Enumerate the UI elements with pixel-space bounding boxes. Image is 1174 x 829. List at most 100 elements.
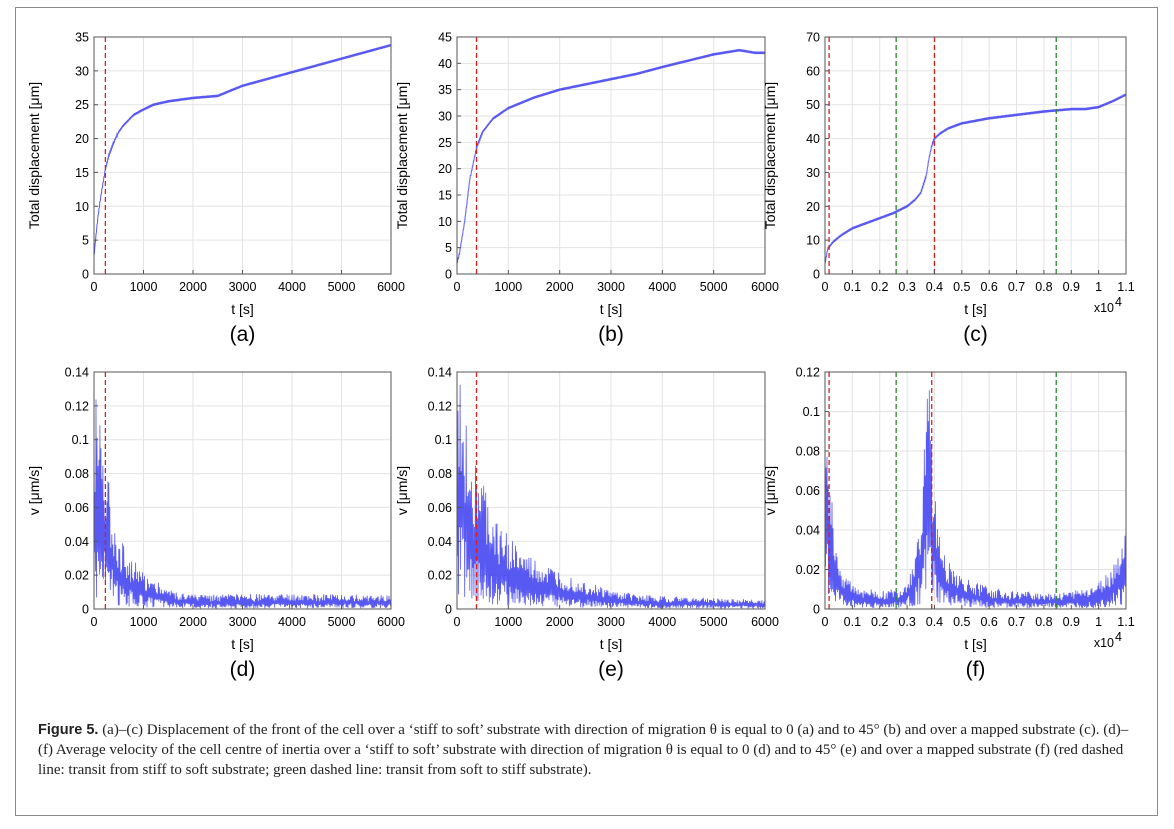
x-tick-label: 0.4: [926, 615, 943, 629]
x-tick-label: 0.3: [898, 280, 915, 294]
x-tick-label: 1.1: [1117, 280, 1134, 294]
figure-caption: Figure 5. (a)–(c) Displacement of the fr…: [38, 720, 1138, 780]
y-tick-label: 30: [806, 166, 820, 180]
x-tick-label: 0.5: [953, 615, 970, 629]
x-tick-label: 0.9: [1063, 615, 1080, 629]
x-tick-label: 1000: [494, 615, 522, 629]
y-tick-label: 0.1: [72, 433, 89, 447]
y-tick-label: 60: [806, 64, 820, 78]
x-axis-label: t [s]: [600, 636, 623, 652]
y-tick-label: 0.04: [796, 524, 820, 538]
y-tick-label: 40: [806, 132, 820, 146]
y-tick-label: 0.02: [65, 569, 89, 583]
x-tick-label: 0: [822, 615, 829, 629]
data-series-line: [824, 93, 1127, 264]
data-series-line: [93, 43, 392, 256]
y-tick-label: 0: [813, 603, 820, 617]
x-axis-multiplier-exponent: 4: [1115, 630, 1122, 644]
y-tick-label: 10: [75, 200, 89, 214]
x-tick-label: 3000: [229, 280, 257, 294]
x-tick-label: 0.8: [1035, 615, 1052, 629]
x-tick-label: 6000: [751, 615, 779, 629]
y-tick-label: 5: [445, 241, 452, 255]
x-tick-label: 0.6: [980, 280, 997, 294]
y-axis-label: v [μm/s]: [762, 466, 778, 515]
x-axis-label: t [s]: [964, 301, 987, 317]
x-tick-label: 5000: [328, 280, 356, 294]
x-tick-label: 0.7: [1008, 615, 1025, 629]
x-axis-label: t [s]: [231, 301, 254, 317]
x-tick-label: 6000: [751, 280, 779, 294]
x-tick-label: 1: [1095, 280, 1102, 294]
y-axis-label: Total displacement [μm]: [26, 82, 42, 229]
x-tick-label: 1000: [130, 280, 158, 294]
y-tick-label: 0.04: [428, 535, 452, 549]
y-tick-label: 70: [806, 31, 820, 45]
y-axis-label: v [μm/s]: [26, 466, 42, 515]
x-tick-label: 0: [91, 615, 98, 629]
x-tick-label: 0.4: [926, 280, 943, 294]
y-tick-label: 0.02: [796, 563, 820, 577]
y-tick-label: 20: [438, 162, 452, 176]
y-tick-label: 0.08: [796, 445, 820, 459]
chart-panel-2: 0 1000 2000 3000 4000 5000 6000 0 5 10 15 20 25 30 35 4…: [394, 31, 779, 347]
axes-box: [824, 36, 1127, 275]
y-tick-label: 25: [438, 136, 452, 150]
y-tick-label: 0.1: [435, 433, 452, 447]
y-tick-label: 50: [806, 98, 820, 112]
x-axis-label: t [s]: [600, 301, 623, 317]
y-tick-label: 35: [438, 83, 452, 97]
x-tick-label: 4000: [648, 280, 676, 294]
panel-label: (f): [966, 658, 986, 681]
chart-panel-3: 0 0.1 0.2 0.3 0.4 0.5 0.6 0.7 0.8 0.9 1 1.1 0 10 20 30 4…: [762, 31, 1135, 347]
y-tick-label: 10: [806, 234, 820, 248]
x-tick-label: 0.2: [871, 615, 888, 629]
caption-text: (a)–(c) Displacement of the front of the…: [38, 722, 1129, 778]
x-axis-multiplier: x10: [1094, 301, 1114, 315]
x-tick-label: 0: [91, 280, 98, 294]
y-tick-label: 5: [82, 234, 89, 248]
x-tick-label: 1000: [494, 280, 522, 294]
chart-panel-6: 0 0.1 0.2 0.3 0.4 0.5 0.6 0.7 0.8 0.9 1 1.1 0 0.02 0.0…: [762, 366, 1135, 682]
x-tick-label: 0: [822, 280, 829, 294]
x-tick-label: 0.9: [1063, 280, 1080, 294]
x-axis-label: t [s]: [964, 636, 987, 652]
y-tick-label: 45: [438, 31, 452, 45]
y-tick-label: 30: [75, 64, 89, 78]
x-tick-label: 5000: [328, 615, 356, 629]
x-tick-label: 1.1: [1117, 615, 1134, 629]
y-axis-label: v [μm/s]: [394, 466, 410, 515]
x-tick-label: 1: [1095, 615, 1102, 629]
x-tick-label: 0.3: [898, 615, 915, 629]
data-series-line: [456, 384, 766, 609]
x-tick-label: 2000: [546, 280, 574, 294]
x-tick-label: 0: [454, 615, 461, 629]
x-tick-label: 0.8: [1035, 280, 1052, 294]
y-tick-label: 0.14: [428, 366, 452, 380]
y-tick-label: 20: [75, 132, 89, 146]
x-tick-label: 3000: [597, 280, 625, 294]
x-tick-label: 0.6: [980, 615, 997, 629]
x-axis-multiplier-exponent: 4: [1115, 295, 1122, 309]
x-axis-multiplier: x10: [1094, 636, 1114, 650]
x-tick-label: 0.7: [1008, 280, 1025, 294]
y-tick-label: 0.14: [65, 366, 89, 380]
y-tick-label: 0: [82, 603, 89, 617]
y-tick-label: 25: [75, 98, 89, 112]
x-tick-label: 2000: [179, 280, 207, 294]
x-tick-label: 0.1: [844, 615, 861, 629]
y-tick-label: 0.06: [796, 484, 820, 498]
y-axis-label: Total displacement [μm]: [394, 82, 410, 229]
x-tick-label: 2000: [546, 615, 574, 629]
x-tick-label: 4000: [648, 615, 676, 629]
panel-label: (e): [598, 658, 624, 681]
x-axis-label: t [s]: [231, 636, 254, 652]
data-series-line: [824, 390, 1127, 609]
chart-panel-4: 0 1000 2000 3000 4000 5000 6000 0 0.02 0.04 0.06 0.…: [26, 366, 405, 682]
x-tick-label: 4000: [278, 280, 306, 294]
y-tick-label: 35: [75, 31, 89, 45]
x-tick-label: 0.5: [953, 280, 970, 294]
x-tick-label: 3000: [597, 615, 625, 629]
x-tick-label: 6000: [377, 280, 405, 294]
